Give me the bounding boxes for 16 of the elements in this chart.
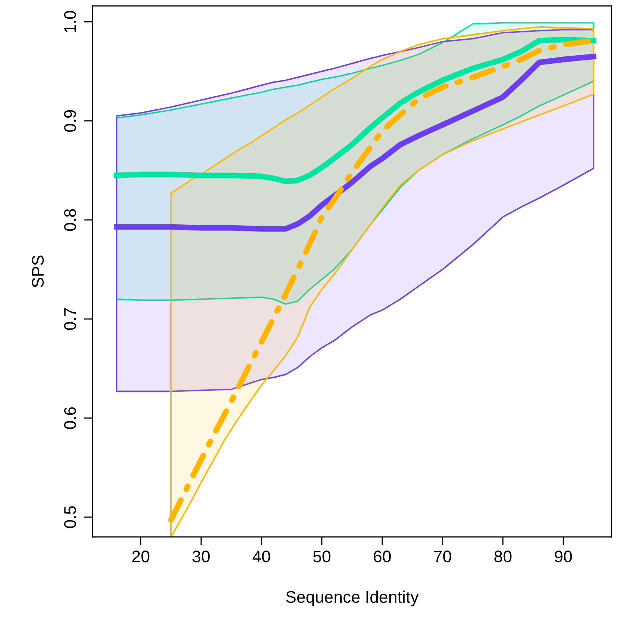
x-tick-label: 90 — [555, 550, 572, 563]
y-tick-label: 0.8 — [64, 209, 76, 232]
y-tick-label: 1.0 — [64, 11, 76, 32]
x-tick-label: 20 — [132, 550, 150, 563]
y-tick-label: 0.9 — [64, 110, 76, 132]
x-tick-label: 60 — [374, 550, 392, 563]
y-tick-label: 0.6 — [64, 407, 76, 430]
x-tick-label: 80 — [494, 550, 512, 563]
x-tick-label: 70 — [434, 550, 452, 563]
x-axis-title: Sequence Identity — [286, 590, 419, 606]
y-tick-label: 0.7 — [64, 308, 76, 330]
x-tick-label: 50 — [313, 550, 331, 563]
y-tick-label: 0.5 — [64, 506, 76, 528]
y-axis-title: SPS — [32, 256, 44, 288]
x-tick-label: 40 — [252, 550, 270, 563]
x-tick-label: 30 — [192, 550, 210, 563]
